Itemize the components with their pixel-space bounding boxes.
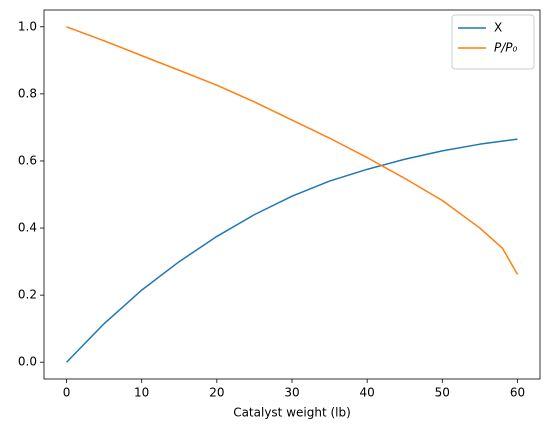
x-axis-label: Catalyst weight (lb) — [233, 406, 351, 420]
legend-label: X — [494, 21, 502, 35]
y-tick-label: 0.8 — [18, 86, 37, 100]
x-tick-label: 20 — [209, 386, 224, 400]
legend-box — [451, 14, 535, 70]
legend-label: P/P₀ — [494, 41, 518, 55]
y-tick-label: 0.0 — [18, 355, 37, 369]
x-tick-label: 40 — [360, 386, 375, 400]
legend: X P/P₀ — [451, 14, 535, 70]
data-line — [66, 26, 519, 275]
x-tick-label: 60 — [510, 386, 525, 400]
y-tick-label: 0.6 — [18, 153, 37, 167]
x-tick-label: 50 — [435, 386, 450, 400]
axes-frame — [43, 9, 541, 380]
x-tick-label: 10 — [134, 386, 149, 400]
x-tick-label: 0 — [63, 386, 71, 400]
y-tick-label: 0.2 — [18, 288, 37, 302]
data-line — [66, 138, 518, 363]
x-tick-label: 30 — [284, 386, 299, 400]
y-tick-label: 1.0 — [18, 19, 37, 33]
y-tick-label: 0.4 — [18, 221, 37, 235]
